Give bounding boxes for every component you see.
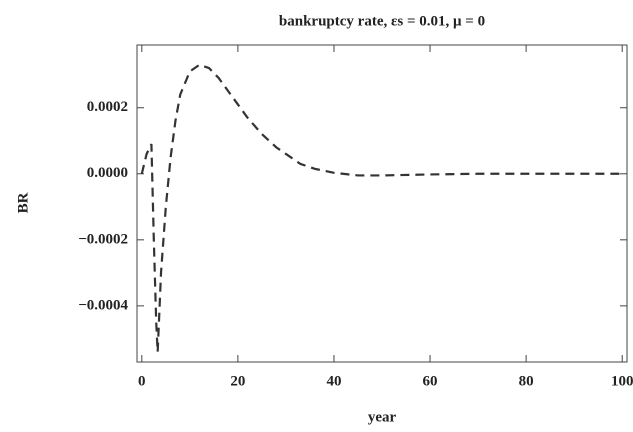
x-tick-label: 80 [519, 373, 534, 389]
y-tick-label: 0.0002 [87, 99, 128, 115]
x-tick-label: 20 [230, 373, 245, 389]
y-axis-label: BR [15, 192, 31, 213]
plot-frame [136, 44, 628, 363]
x-tick-label: 100 [611, 373, 633, 389]
x-tick-label: 0 [138, 373, 146, 389]
y-tick-label: 0.0000 [87, 165, 128, 181]
y-tick-label: −0.0002 [78, 231, 128, 247]
x-tick-label: 60 [423, 373, 438, 389]
x-tick-label: 40 [326, 373, 341, 389]
x-axis-label: year [368, 409, 397, 425]
chart-title: bankruptcy rate, εs = 0.01, μ = 0 [279, 13, 485, 29]
data-line [140, 63, 623, 353]
y-tick-label: −0.0004 [78, 297, 128, 313]
